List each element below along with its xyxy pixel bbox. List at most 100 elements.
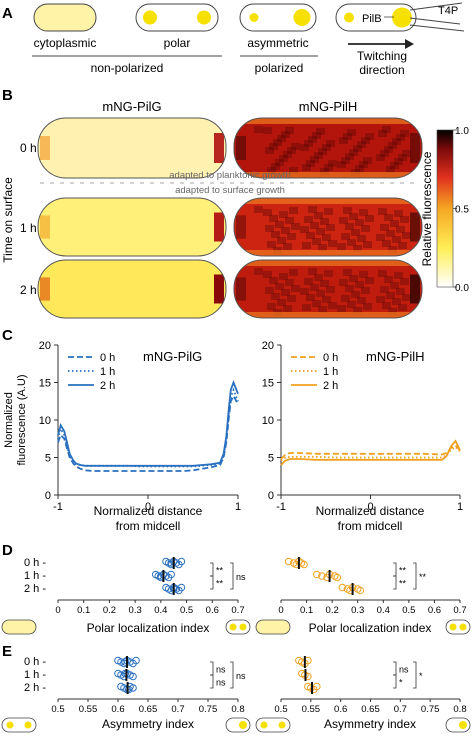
data-point <box>177 583 186 592</box>
x-tick-label: 0 <box>145 501 151 513</box>
x-tick-label: 0.5 <box>402 605 415 616</box>
heatmap-cell-pilg-2h <box>38 260 226 318</box>
d-xlabel-right: Polar localization index <box>309 621 432 635</box>
colorbar-tick-label: 0.0 <box>455 283 469 294</box>
colorbar-tick-label: 1.0 <box>455 126 469 137</box>
cell-cytoplasmic <box>33 3 97 32</box>
sig-label: ns <box>216 665 226 675</box>
sig-label: ns <box>216 678 226 688</box>
sig-bracket <box>230 661 234 689</box>
col-title-pilg: mNG-PilG <box>102 99 161 114</box>
legend-label: 0 h <box>100 352 115 364</box>
y-tick-label: 15 <box>262 378 274 390</box>
x-tick-label: -1 <box>276 501 286 513</box>
y-axis-time-on-surface: Time on surface <box>1 177 15 263</box>
group-label-polarized: polarized <box>255 61 304 75</box>
sig-label: ** <box>399 579 407 589</box>
data-point <box>318 572 326 580</box>
x-tick-label: 0.5 <box>51 704 64 715</box>
c-xlabel-left-2: from midcell <box>116 519 181 533</box>
row-label-1h: 1 h <box>20 221 37 235</box>
x-tick-label: 0.55 <box>79 704 98 715</box>
colorbar-title: Relative fluorescence <box>420 151 434 266</box>
y-tick-label: 20 <box>39 340 51 352</box>
c-xlabel-left-1: Normalized distance <box>94 504 203 518</box>
data-point <box>121 669 129 678</box>
cell-outline <box>37 259 227 319</box>
e-icon-symmetric-left <box>1 717 37 733</box>
colorbar <box>436 129 454 288</box>
legend-label: 2 h <box>323 380 338 392</box>
cell-outline <box>37 117 227 179</box>
x-tick-label: 0.2 <box>103 605 116 616</box>
cell-label-cytoplasmic: cytoplasmic <box>34 36 97 50</box>
x-tick-label: 0.5 <box>180 605 193 616</box>
x-tick-label: 0.7 <box>231 605 244 616</box>
x-tick-label: 0.75 <box>421 704 440 715</box>
x-tick-label: 0.75 <box>199 704 218 715</box>
panel-letter-c: C <box>2 327 13 344</box>
e-icon-asymmetric-right <box>445 717 471 733</box>
heatmap-group <box>37 117 423 319</box>
sig-label: * <box>399 678 403 688</box>
data-point <box>284 557 293 566</box>
sig-label: * <box>419 671 423 681</box>
data-point <box>300 560 308 569</box>
legend-label: 1 h <box>100 366 115 378</box>
sig-bracket <box>210 661 214 676</box>
x-tick-label: -1 <box>53 501 63 513</box>
y-tick-label: 0 <box>268 490 274 502</box>
e-row-1h: 1 h - <box>24 669 46 681</box>
d-icon-polar-left <box>225 619 251 635</box>
series-line-1h <box>57 387 239 468</box>
heatmap-cell-pilh-2h <box>234 260 422 318</box>
x-tick-label: 0.6 <box>206 605 219 616</box>
sig-label: ns <box>236 572 246 582</box>
x-tick-label: 0.65 <box>361 704 380 715</box>
x-tick-label: 0.55 <box>302 704 321 715</box>
sig-label: ns <box>236 671 246 681</box>
c-xlabel-right-1: Normalized distance <box>316 504 425 518</box>
y-tick-label: 20 <box>262 340 274 352</box>
y-tick-label: 15 <box>39 378 51 390</box>
y-tick-label: 5 <box>45 453 51 465</box>
y-tick-label: 10 <box>262 415 274 427</box>
chart-title: mNG-PilG <box>143 349 202 364</box>
e-xlabel-left: Asymmetry index <box>102 717 194 731</box>
cell-outline <box>233 117 423 179</box>
d-row-0h: 0 h - <box>24 557 46 569</box>
x-tick-label: 0.7 <box>453 605 466 616</box>
d-xlabel-left: Polar localization index <box>87 621 210 635</box>
twitching-label-2: direction <box>359 63 404 77</box>
x-tick-label: 0.6 <box>111 704 124 715</box>
data-point <box>313 570 321 579</box>
sig-label: ** <box>216 566 224 576</box>
x-tick-label: 0.4 <box>154 605 167 616</box>
twitching-arrowhead <box>405 39 414 49</box>
t4p-label: T4P <box>438 5 458 17</box>
x-tick-label: 0.8 <box>453 704 466 715</box>
x-tick-label: 0 <box>367 501 373 513</box>
group-label-non-polarized: non-polarized <box>91 61 164 75</box>
separator-label-top: adapted to planktonic growth <box>169 170 290 181</box>
x-tick-label: 0.2 <box>326 605 339 616</box>
heatmap-cell-pilh-0h <box>234 118 422 178</box>
row-label-0h: 0 h <box>20 141 37 155</box>
colorbar-tick-label: 0.5 <box>455 205 469 216</box>
sig-bracket <box>413 661 417 689</box>
e-xlabel-right: Asymmetry index <box>324 717 416 731</box>
panel-letter-b: B <box>2 87 13 104</box>
sig-label: ** <box>419 572 427 582</box>
legend-label: 1 h <box>323 366 338 378</box>
c-ylabel-1: Normalized <box>3 392 15 448</box>
data-point <box>333 573 342 582</box>
sig-bracket <box>393 661 397 676</box>
data-point <box>167 570 175 579</box>
y-tick-label: 10 <box>39 415 51 427</box>
heatmap-cell-pilh-1h <box>234 198 422 256</box>
data-point <box>129 684 137 692</box>
cell-outline <box>233 197 423 257</box>
